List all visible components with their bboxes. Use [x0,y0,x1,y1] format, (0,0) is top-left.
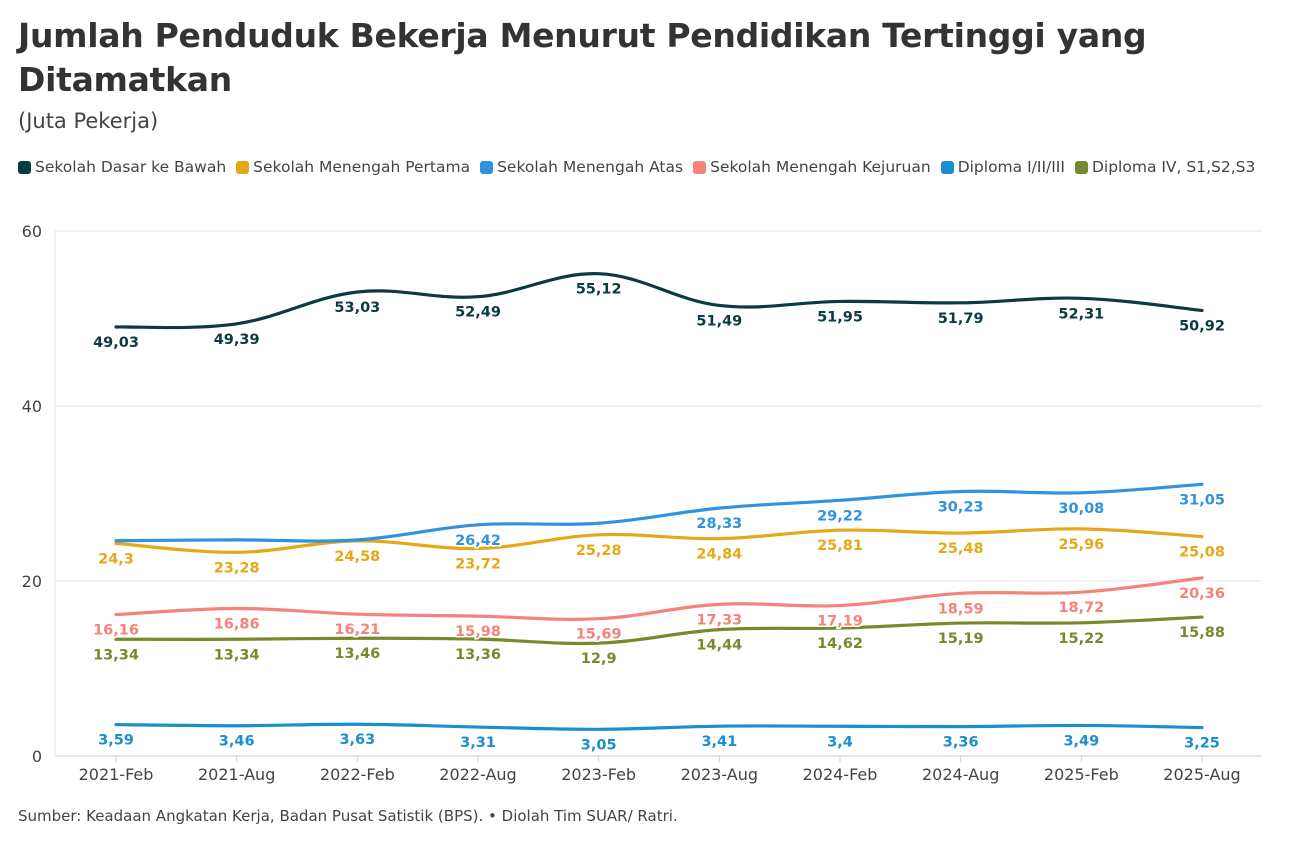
data-label: 24,3 [98,551,134,567]
data-label: 55,12 [576,282,622,298]
data-label: 13,36 [455,647,501,663]
series-line [114,615,1204,646]
legend-swatch [236,160,250,174]
x-tick-label: 2022-Feb [320,765,395,784]
line-chart: 0 20 40 60 2021-Feb 2021-Aug 2022-Feb 2022-Aug 2… [22,222,1262,784]
series-line [114,272,1204,330]
data-label: 13,46 [334,646,380,662]
legend-swatch [480,160,494,174]
legend-item[interactable]: Sekolah Menengah Kejuruan [693,155,931,179]
data-label: 50,92 [1179,318,1225,334]
legend-label: Diploma IV, S1,S2,S3 [1091,158,1256,176]
data-label: 14,62 [817,636,863,652]
data-label: 51,49 [696,313,742,329]
data-label: 29,22 [817,508,863,524]
legend-label: Sekolah Menengah Pertama [253,158,471,176]
data-label: 3,25 [1184,736,1220,752]
data-label: 3,59 [98,733,134,749]
data-label: 15,19 [938,631,984,647]
series-line [114,527,1204,554]
data-label: 3,49 [1063,733,1099,749]
data-label: 51,79 [938,311,984,327]
data-label: 3,31 [460,735,496,751]
y-tick-label: 60 [22,222,42,241]
source-note: Sumber: Keadaan Angkatan Kerja, Badan Pu… [18,807,678,825]
data-label: 25,28 [576,543,622,559]
x-tick-label: 2024-Aug [922,765,999,784]
data-label: 24,84 [696,547,742,563]
data-label: 14,44 [696,638,742,654]
legend-swatch [940,160,954,174]
legend-item[interactable]: Sekolah Menengah Atas [480,155,683,179]
legend-label: Sekolah Menengah Atas [497,158,684,176]
data-label: 52,31 [1058,306,1104,322]
data-label: 23,28 [214,560,260,576]
data-label: 25,96 [1058,537,1104,553]
chart-legend: Sekolah Dasar ke Bawah Sekolah Menengah P… [18,155,1278,179]
y-tick-label: 0 [32,747,42,766]
legend-swatch [693,160,707,174]
data-label: 20,36 [1179,586,1225,602]
data-label: 15,98 [455,624,501,640]
y-tick-label: 20 [22,572,42,591]
x-tick-label: 2023-Aug [681,765,758,784]
x-tick-label: 2023-Feb [561,765,636,784]
data-label: 23,72 [455,556,501,572]
series-line [114,576,1204,621]
chart-subtitle: (Juta Pekerja) [18,109,159,133]
data-label: 3,05 [581,737,617,753]
data-label: 15,69 [576,627,622,643]
data-label: 26,42 [455,533,501,549]
legend-item[interactable]: Diploma IV, S1,S2,S3 [1074,155,1256,179]
x-tick-label: 2021-Feb [79,765,154,784]
data-label: 3,63 [339,732,375,748]
data-label: 15,22 [1058,631,1104,647]
data-label: 25,81 [817,538,863,554]
x-tick-label: 2024-Feb [803,765,878,784]
data-label: 18,72 [1058,600,1104,616]
x-tick-label: 2025-Aug [1163,765,1240,784]
legend-item[interactable]: Sekolah Menengah Pertama [236,155,470,179]
data-label: 49,39 [214,332,260,348]
chart-title: Jumlah Penduduk Bekerja Menurut Pendidik… [18,16,1147,99]
data-label: 25,08 [1179,545,1225,561]
data-label: 28,33 [696,516,742,532]
data-label: 17,19 [817,614,863,630]
data-label: 3,4 [827,734,853,750]
legend-label: Diploma I/II/III [957,158,1065,176]
series-line [114,722,1204,731]
legend-label: Sekolah Menengah Kejuruan [710,158,931,176]
data-label: 16,21 [334,622,380,638]
data-label: 53,03 [334,300,380,316]
data-label: 49,03 [93,335,139,351]
data-label: 30,08 [1058,501,1104,517]
legend-swatch [1074,160,1088,174]
legend-item[interactable]: Diploma I/II/III [940,155,1065,179]
data-label: 3,36 [943,735,979,751]
series-line [114,482,1204,543]
data-label: 31,05 [1179,492,1225,508]
data-label: 16,16 [93,623,139,639]
data-label: 13,34 [214,647,260,663]
data-label: 3,46 [219,734,255,750]
legend-swatch [18,160,31,174]
data-label: 12,9 [581,651,617,667]
data-label: 51,95 [817,309,863,325]
legend-label: Sekolah Dasar ke Bawah [35,158,227,176]
data-label: 15,88 [1179,625,1225,641]
data-label: 52,49 [455,305,501,321]
x-tick-label: 2022-Aug [439,765,516,784]
data-label: 18,59 [938,601,984,617]
data-label: 16,86 [214,616,260,632]
x-tick-label: 2021-Aug [198,765,275,784]
data-label: 30,23 [938,499,984,515]
legend-item[interactable]: Sekolah Dasar ke Bawah [18,155,226,179]
data-label: 24,58 [334,549,380,565]
data-label: 25,48 [938,541,984,557]
data-label: 3,41 [701,734,737,750]
y-tick-label: 40 [22,397,42,416]
data-label: 13,34 [93,647,139,663]
data-label: 17,33 [696,612,742,628]
x-tick-label: 2025-Feb [1044,765,1119,784]
